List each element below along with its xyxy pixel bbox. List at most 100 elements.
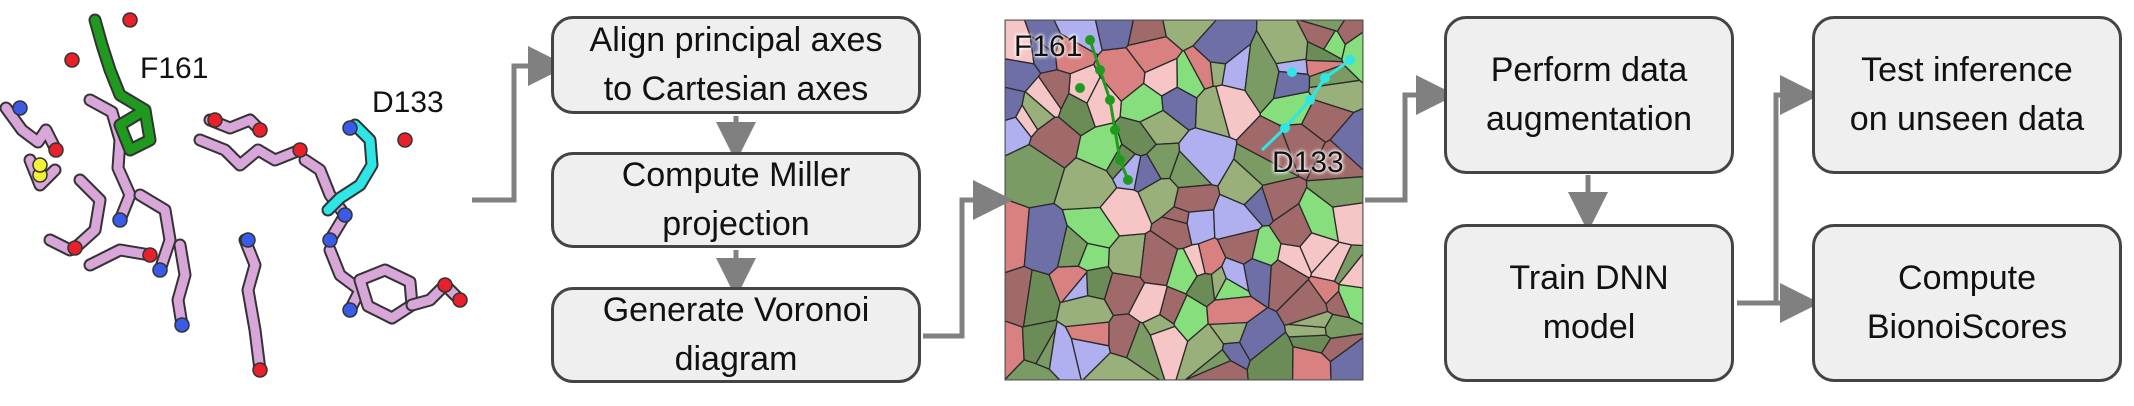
atom-tip-10 xyxy=(252,362,268,378)
voronoi-cell-129 xyxy=(1183,45,1214,90)
voronoi-cell-123 xyxy=(1324,313,1363,339)
arrow-train-to-test xyxy=(1737,75,1820,306)
step-compute-bionoiscores-label: Compute BionoiScores xyxy=(1866,258,2068,346)
voronoi-cell-106 xyxy=(1127,20,1167,47)
step-compute-bionoiscores: Compute BionoiScores xyxy=(1812,224,2122,382)
atom-tip-8 xyxy=(152,262,168,278)
voronoi-f161-atom-2 xyxy=(1105,95,1115,105)
arrow-voronoi-to-image xyxy=(923,180,1013,339)
voronoi-diagram-image xyxy=(1005,20,1363,380)
voronoi-f161-atom-1 xyxy=(1095,65,1105,75)
step-data-augmentation: Perform data augmentation xyxy=(1444,16,1734,174)
d133-sidechain xyxy=(323,120,377,215)
voronoi-f161-atom-4 xyxy=(1115,155,1125,165)
voronoi-cell-77 xyxy=(1055,295,1115,328)
voronoi-cell-111 xyxy=(1028,116,1082,169)
arrow-image-to-augment xyxy=(1365,75,1456,203)
residue-stick-5 xyxy=(173,240,190,330)
atom-tip-14 xyxy=(342,302,358,318)
voronoi-cell-94 xyxy=(1108,313,1141,359)
f161-sidechain xyxy=(90,15,155,155)
voronoi-cell-23 xyxy=(1173,184,1221,213)
voronoi-f161-atom-6 xyxy=(1075,83,1085,93)
atom-tip-20 xyxy=(240,232,256,248)
voronoi-d133-atom-2 xyxy=(1305,95,1315,105)
voronoi-cell-133 xyxy=(1165,247,1198,295)
step-train-dnn: Train DNN model xyxy=(1444,224,1734,382)
step-generate-voronoi-label: Generate Voronoi diagram xyxy=(602,290,870,378)
voronoi-cell-59 xyxy=(1305,176,1363,208)
residue-stick-14 xyxy=(45,235,75,255)
residue-stick-10 xyxy=(240,235,265,375)
voronoi-cell-139 xyxy=(1023,20,1062,56)
residue-stick-8 xyxy=(300,155,350,245)
voronoi-cell-125 xyxy=(1329,336,1363,380)
residue-stick-3 xyxy=(70,175,105,253)
step-align-axes: Align principal axes to Cartesian axes xyxy=(551,16,921,114)
atom-tip-22 xyxy=(322,232,338,248)
atom-tip-12 xyxy=(252,122,268,138)
voronoi-d133-atom-4 xyxy=(1287,67,1297,77)
voronoi-d133-atom-3 xyxy=(1280,123,1290,133)
voronoi-cell-92 xyxy=(1137,177,1180,225)
atom-tip-5 xyxy=(32,157,48,173)
voronoi-cell-131 xyxy=(1005,20,1035,65)
atom-tip-17 xyxy=(142,247,158,263)
voronoi-cell-138 xyxy=(1178,127,1238,187)
voronoi-cell-109 xyxy=(1023,202,1068,276)
voronoi-label-d133: D133 xyxy=(1272,146,1344,179)
step-test-inference-label: Test inference on unseen data xyxy=(1849,50,2085,138)
atom-tip-16 xyxy=(437,277,453,293)
voronoi-cell-136 xyxy=(1272,70,1311,100)
atom-tip-18 xyxy=(67,240,83,256)
step-test-inference: Test inference on unseen data xyxy=(1812,16,2122,174)
voronoi-label-f161: F161 xyxy=(1014,30,1083,63)
atom-tip-2 xyxy=(397,132,413,148)
voronoi-cell-63 xyxy=(1005,116,1033,157)
voronoi-d133-atom-0 xyxy=(1345,55,1355,65)
residue-stick-13 xyxy=(85,245,155,270)
atom-tip-7 xyxy=(48,142,64,158)
voronoi-cell-127 xyxy=(1291,345,1332,380)
voronoi-cell-99 xyxy=(1149,325,1189,380)
protein-structure-image xyxy=(0,12,468,378)
atom-tip-19 xyxy=(112,212,128,228)
residue-stick-2 xyxy=(85,95,135,225)
voronoi-cell-100 xyxy=(1300,99,1355,144)
step-align-axes-label: Align principal axes to Cartesian axes xyxy=(589,20,883,108)
arrow-structure-to-align xyxy=(472,46,568,203)
step-miller-projection: Compute Miller projection xyxy=(551,152,921,248)
residue-stick-9 xyxy=(325,245,365,315)
voronoi-f161-atom-3 xyxy=(1110,125,1120,135)
residue-stick-6 xyxy=(195,135,305,170)
atom-tip-15 xyxy=(452,292,468,308)
atom-tip-1 xyxy=(64,52,80,68)
step-generate-voronoi: Generate Voronoi diagram xyxy=(551,287,921,383)
flow-arrows xyxy=(472,46,1820,339)
voronoi-cell-126 xyxy=(1021,91,1056,131)
voronoi-cell-134 xyxy=(1185,359,1249,380)
residue-stick-4 xyxy=(135,190,175,275)
voronoi-cell-97 xyxy=(1021,319,1058,365)
atom-tip-9 xyxy=(174,317,190,333)
residue-label-d133: D133 xyxy=(372,86,444,119)
voronoi-cell-122 xyxy=(1275,278,1329,327)
atom-tip-11 xyxy=(292,142,308,158)
voronoi-cell-135 xyxy=(1337,252,1363,289)
voronoi-cell-98 xyxy=(1221,256,1250,293)
step-train-dnn-label: Train DNN model xyxy=(1509,258,1669,346)
atom-tip-13 xyxy=(337,207,353,223)
atom-tip-6 xyxy=(12,100,28,116)
voronoi-f161-atom-0 xyxy=(1085,35,1095,45)
voronoi-cell-115 xyxy=(1215,84,1261,141)
atom-tip-21 xyxy=(207,112,223,128)
voronoi-cell-137 xyxy=(1251,224,1282,267)
voronoi-cell-74 xyxy=(1053,156,1118,211)
voronoi-d133-atom-1 xyxy=(1320,73,1330,83)
atom-tip-3 xyxy=(342,120,358,136)
voronoi-cell-65 xyxy=(1077,242,1110,272)
residue-stick-0 xyxy=(1,103,61,155)
atom-tip-0 xyxy=(122,12,138,28)
